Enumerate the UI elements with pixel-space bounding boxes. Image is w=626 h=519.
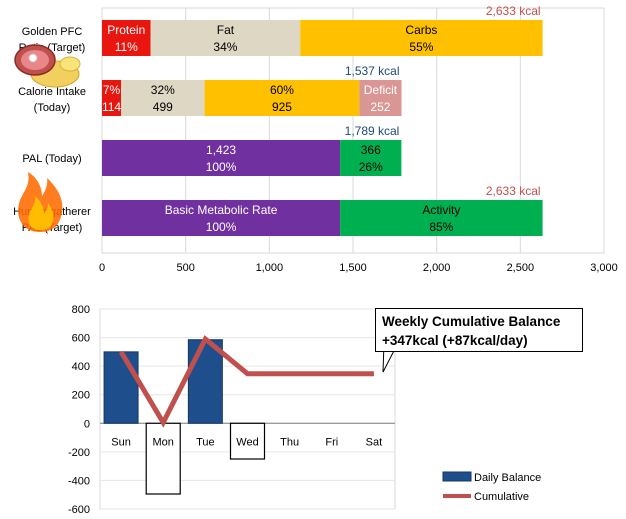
energy-balance-bar-chart: 0 500 1,000 1,500 2,000 2,500 3,000 Protein 11% F… — [13, 4, 618, 274]
x-tick-label: 2,500 — [507, 262, 535, 274]
segment-label: Basic Metabolic Rate — [165, 203, 278, 217]
y-tick-label: -200 — [68, 447, 90, 459]
segment-value: 85% — [429, 220, 453, 234]
x-tick-label: 2,000 — [423, 262, 451, 274]
x-tick-label: 1,500 — [339, 262, 367, 274]
segment-value: 925 — [272, 100, 292, 114]
x-tick-label: 1,000 — [256, 262, 284, 274]
segment-value: 499 — [153, 100, 173, 114]
x-category-label: Thu — [280, 436, 299, 448]
callout-title: Weekly Cumulative Balance — [382, 314, 561, 329]
stacked-bar-segment — [102, 200, 341, 236]
segment-label: 60% — [270, 83, 294, 97]
stacked-bar-segment — [340, 200, 543, 236]
daily-balance-bar — [229, 422, 266, 460]
segment-label: Fat — [217, 23, 235, 37]
stacked-bar-segment — [359, 80, 402, 116]
flame-icon — [18, 172, 63, 232]
y-tick-label: 200 — [72, 390, 90, 402]
legend-label: Daily Balance — [474, 472, 541, 484]
daily-balance-bar — [187, 339, 223, 424]
row-total-label: 2,633 kcal — [486, 4, 541, 18]
row-total-label: 1,537 kcal — [345, 64, 400, 78]
segment-label: Carbs — [405, 23, 437, 37]
daily-balance-bar — [145, 422, 181, 495]
stacked-bar-segment — [102, 80, 122, 116]
x-tick-label: 0 — [99, 262, 105, 274]
row-category-label: PAL (Today) — [22, 153, 81, 165]
row-category-label: Calorie Intake — [18, 86, 86, 98]
legend-swatch-daily-balance — [442, 471, 472, 482]
segment-label: 32% — [151, 83, 175, 97]
segment-label: 366 — [361, 143, 381, 157]
segment-label: Activity — [422, 203, 460, 217]
x-category-label: Mon — [153, 436, 174, 448]
weekly-balance-combo-chart: -600 -400 -200 0 200 400 600 800 Sun Mon Tue Wed Thu… — [68, 304, 541, 516]
stacked-bar-segment — [300, 20, 543, 56]
x-category-label: Sun — [111, 436, 131, 448]
x-category-label: Tue — [196, 436, 215, 448]
y-tick-label: 600 — [72, 333, 90, 345]
plot-area-border — [99, 308, 396, 510]
row-category-label: Golden PFC — [22, 26, 83, 38]
y-tick-label: -600 — [68, 504, 90, 516]
y-tick-label: 400 — [72, 361, 90, 373]
y-tick-label: 800 — [72, 304, 90, 316]
x-category-label: Sat — [366, 436, 383, 448]
row-total-label: 2,633 kcal — [486, 184, 541, 198]
segment-value: 100% — [206, 220, 237, 234]
segment-value: 11% — [115, 40, 138, 54]
y-tick-label: 0 — [84, 418, 90, 430]
segment-value: 34% — [213, 40, 237, 54]
x-category-label: Wed — [236, 436, 258, 448]
meat-and-fruit-icon — [14, 44, 81, 88]
x-category-label: Fri — [325, 436, 338, 448]
segment-label: 1,423 — [206, 143, 236, 157]
stacked-bar-segment — [121, 80, 205, 116]
row-total-label: 1,789 kcal — [345, 124, 400, 138]
y-tick-label: -400 — [68, 475, 90, 487]
segment-label: 7% — [103, 83, 121, 97]
callout-value: +347kcal (+87kcal/day) — [382, 333, 528, 348]
x-tick-label: 3,000 — [590, 262, 618, 274]
segment-label: Protein — [107, 23, 145, 37]
segment-label: Deficit — [364, 83, 398, 97]
daily-balance-bar — [103, 351, 139, 424]
segment-value: 252 — [370, 100, 390, 114]
row-category-label: (Today) — [34, 102, 71, 114]
segment-value: 26% — [359, 160, 383, 174]
stacked-bar-segment — [340, 140, 402, 176]
weekly-balance-callout: Weekly Cumulative Balance +347kcal (+87k… — [375, 308, 583, 352]
stacked-bar-segment — [102, 140, 341, 176]
cumulative-line — [118, 335, 374, 428]
stacked-bar-segment — [102, 20, 151, 56]
stacked-bar-segment — [204, 80, 360, 116]
x-tick-label: 500 — [176, 262, 194, 274]
segment-value: 114 — [102, 100, 121, 114]
segment-value: 55% — [409, 40, 433, 54]
segment-value: 100% — [206, 160, 237, 174]
row-icons — [14, 44, 81, 232]
legend-label: Cumulative — [474, 491, 529, 503]
stacked-bar-segment — [150, 20, 301, 56]
